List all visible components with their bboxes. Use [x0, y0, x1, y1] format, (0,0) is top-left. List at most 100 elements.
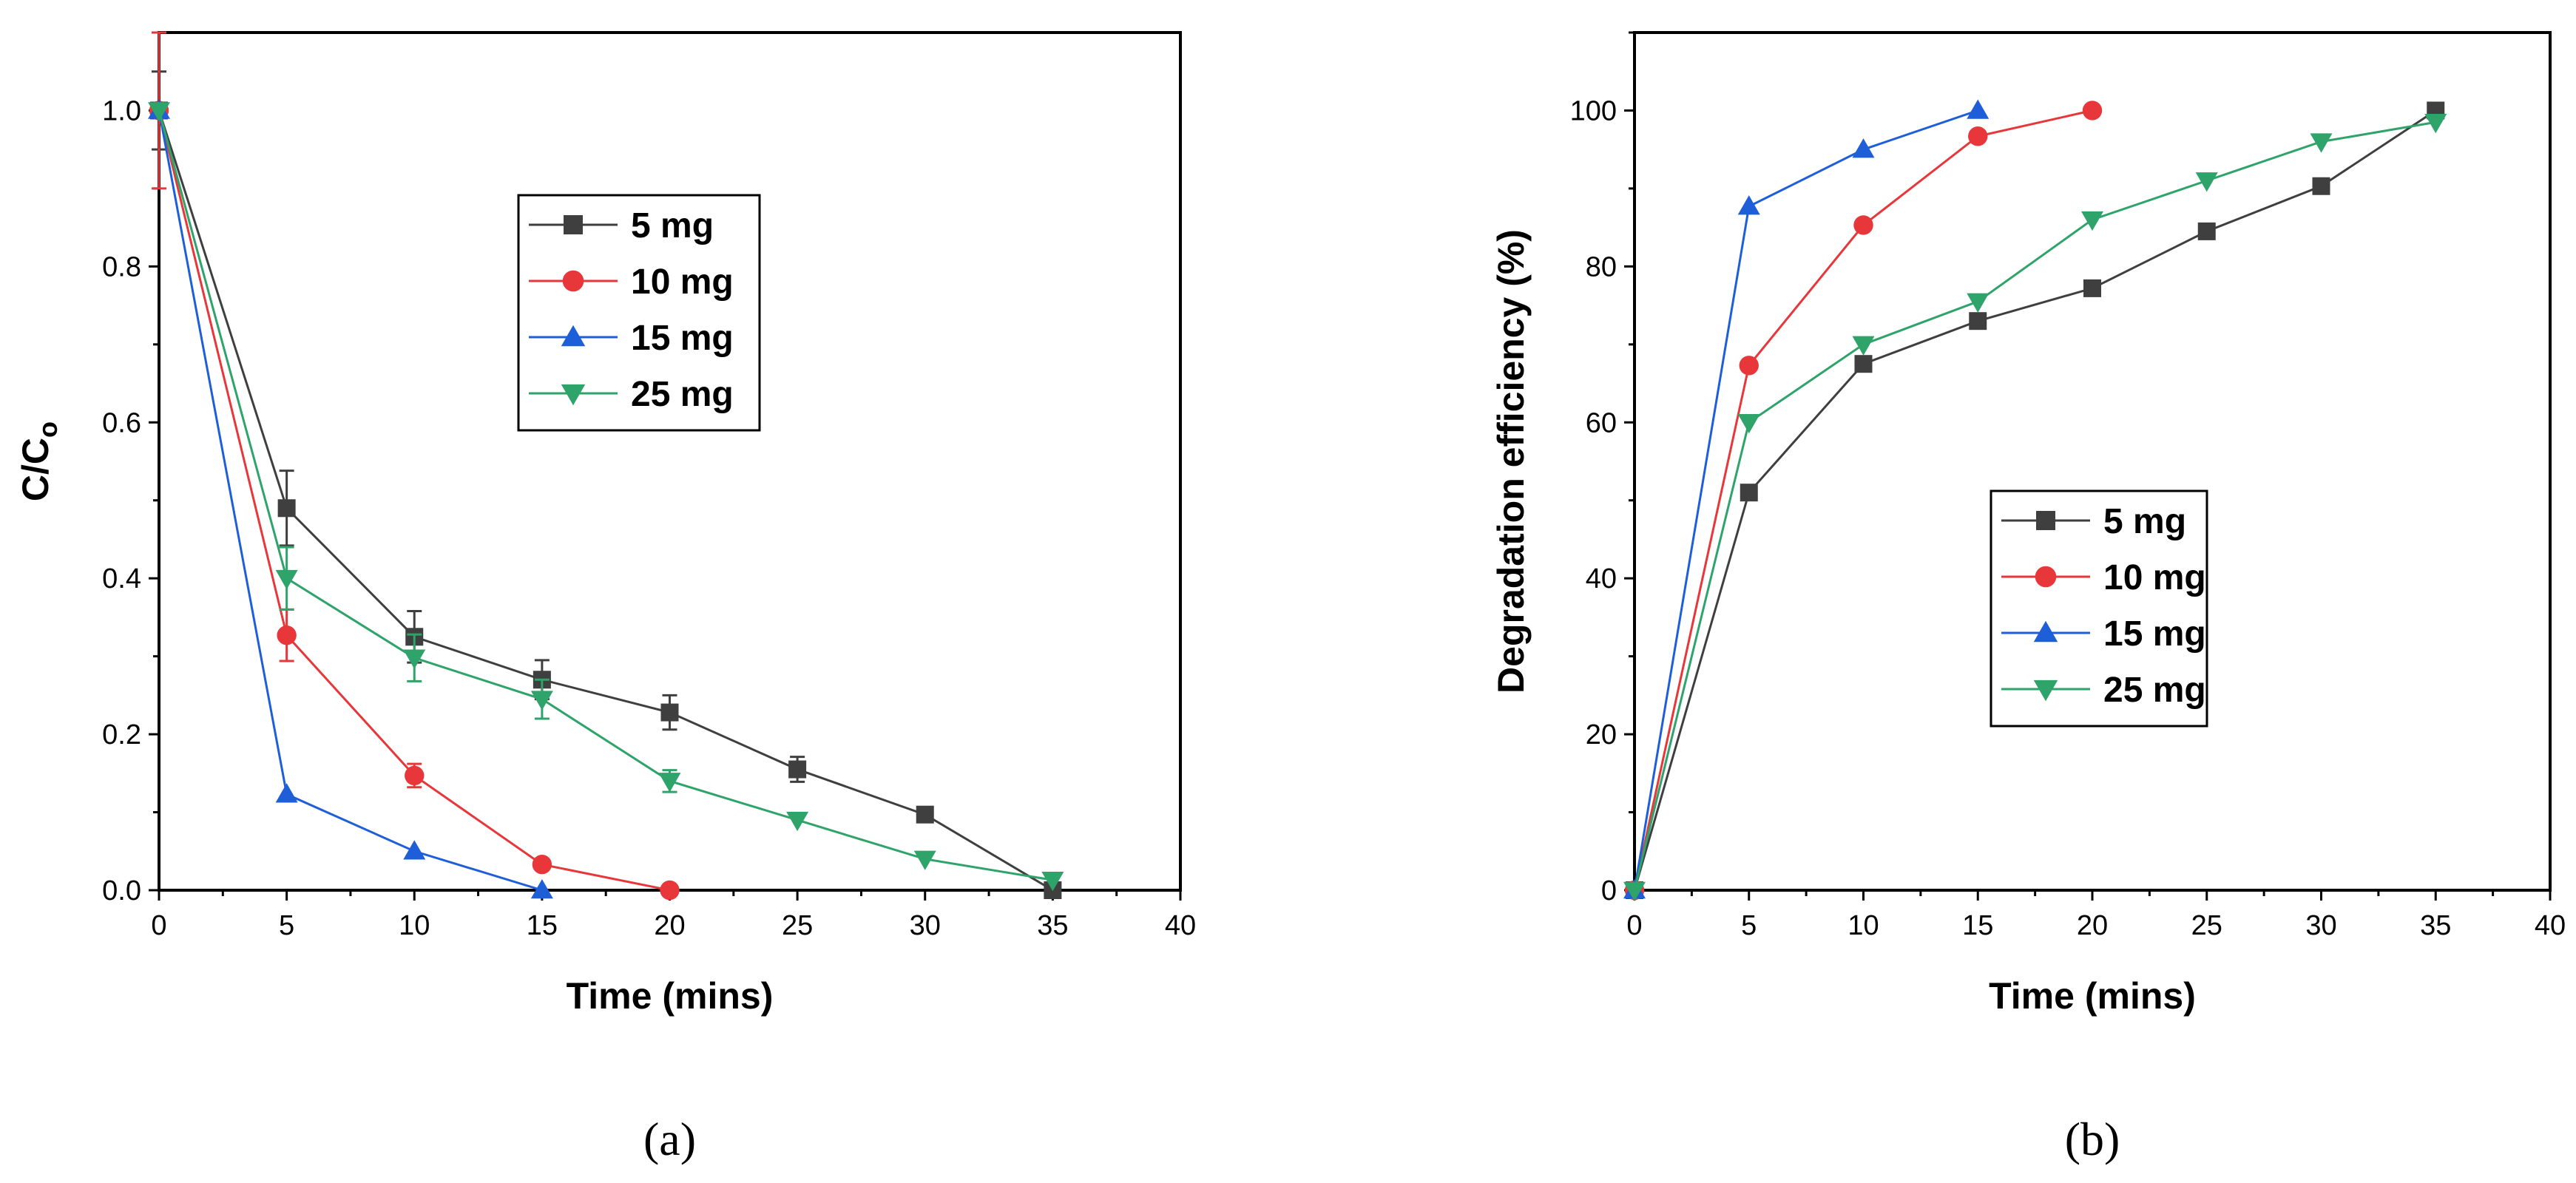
- panel-b-series-15-mg-line: [1633, 109, 1978, 891]
- panel-a-x-tick-label: 30: [910, 910, 941, 941]
- panel-b-series-5-mg-point: [1854, 355, 1873, 373]
- panel-b-x-tick-label: 5: [1741, 910, 1757, 941]
- panel-a-x-tick-label: 0: [151, 910, 166, 941]
- panel-b-y-axis-title-main: Degradation efficiency (%): [1490, 229, 1532, 694]
- panel-b-legend-item-25-mg: 25 mg: [2001, 671, 2206, 710]
- legend-marker: [561, 325, 586, 347]
- panel-b-line-chart: 0 5 10 15 20 25 30 35 40 0 20 40 60 80 100 Time (mins) D…: [1490, 31, 2566, 1165]
- panel-a-series-25-mg-point: [913, 850, 936, 870]
- panel-a-x-axis-title: Time (mins): [567, 975, 774, 1017]
- panel-a-x-tick-label: 25: [782, 910, 813, 941]
- panel-b-legend-item-5-mg: 5 mg: [2001, 502, 2186, 541]
- legend-marker: [562, 270, 584, 292]
- panel-a-y-axis-title-subscript: o: [33, 421, 63, 438]
- panel-b-x-tick-label: 40: [2535, 910, 2566, 941]
- legend-marker: [2033, 679, 2058, 702]
- panel-b-y-tick-label: 80: [1586, 251, 1617, 282]
- panel-b-series-25-mg-line: [1633, 121, 2436, 891]
- panel-b-series-15-mg-point: [1737, 195, 1760, 215]
- panel-a-series-5-mg-point: [916, 805, 934, 824]
- legend-label: 25 mg: [2103, 671, 2206, 710]
- panel-b-y-tick-label: 0: [1601, 875, 1617, 906]
- panel-a-y-tick-label: 1.0: [102, 95, 141, 126]
- legend-label: 5 mg: [631, 206, 714, 245]
- panel-a-x-tick-label: 35: [1037, 910, 1068, 941]
- panel-b-series-10-mg-point: [1968, 126, 1988, 146]
- panel-a-series-10-mg-point: [660, 880, 680, 901]
- panel-b-series-10-mg-point: [2082, 101, 2103, 121]
- panel-a-series-10-mg-point: [277, 625, 297, 645]
- panel-a-legend-item-15-mg: 15 mg: [529, 319, 734, 358]
- panel-a-legend-item-5-mg: 5 mg: [529, 206, 714, 245]
- panel-b-series-25-mg-point: [2424, 114, 2447, 134]
- panel-a-y-axis-title: C/Co: [15, 421, 63, 501]
- panel-b-legend: 5 mg 10 mg 15 mg 25 mg: [1990, 489, 2208, 728]
- legend-label: 10 mg: [2103, 558, 2206, 597]
- panel-a-series-25-mg-point: [530, 691, 553, 711]
- panel-a-y-tick-label: 0.2: [102, 719, 141, 750]
- panel-b-legend-item-15-mg: 15 mg: [2001, 614, 2206, 654]
- panel-a-series-5-mg-line: [158, 109, 1054, 892]
- panel-a-series-15-mg-point: [530, 879, 553, 899]
- panel-b-series-25-mg-point: [1852, 336, 1875, 356]
- panel-a-y-tick-label: 0.0: [102, 875, 141, 906]
- legend-label: 15 mg: [631, 319, 734, 358]
- panel-a-series-25-mg-point: [275, 569, 298, 590]
- panel-b-series-15-mg-point: [1852, 138, 1875, 158]
- panel-a-series-25-mg-point: [786, 811, 809, 832]
- panel-b-legend-item-10-mg: 10 mg: [2001, 558, 2206, 597]
- panel-b-y-axis-title: Degradation efficiency (%): [1490, 229, 1532, 694]
- panel-a-series-15-mg-point: [275, 783, 298, 803]
- panel-a-series-10-mg-point: [532, 855, 552, 875]
- panel-a-legend-item-10-mg: 10 mg: [529, 262, 734, 302]
- panel-a-line-chart: 0 5 10 15 20 25 30 35 40 0.0 0.2 0.4 0.6 0.8 1.0 Time (…: [15, 31, 1196, 1165]
- panel-b-x-tick-label: 35: [2420, 910, 2451, 941]
- panel-b-x-tick-label: 20: [2077, 910, 2108, 941]
- panel-b-series-25-mg-point: [2310, 133, 2333, 153]
- panel-b-y-tick-label: 100: [1570, 95, 1617, 126]
- legend-marker: [2036, 511, 2055, 530]
- panel-b-series-25-mg-point: [1967, 293, 1990, 313]
- panel-a-legend-box: [517, 194, 761, 432]
- panel-b-series-5-mg-point: [2312, 177, 2330, 195]
- legend-marker: [564, 215, 583, 234]
- panel-b-series-5-mg-point: [2083, 279, 2101, 297]
- legend-marker: [2033, 620, 2058, 643]
- panel-a-caption-label: (a): [643, 1113, 696, 1165]
- panel-a-y-tick-label: 0.4: [102, 563, 141, 594]
- panel-b-x-tick-label: 0: [1626, 910, 1642, 941]
- panel-b-series-15-mg-point: [1967, 99, 1990, 119]
- panel-b-series-5-mg-point: [1740, 484, 1758, 502]
- panel-b-caption-label: (b): [2065, 1113, 2120, 1165]
- panel-a-series-25-mg-line: [158, 110, 1053, 881]
- legend-marker: [561, 384, 586, 406]
- panel-a-x-tick-label: 5: [279, 910, 294, 941]
- panel-b-series-5-mg-point: [2197, 222, 2216, 240]
- panel-b-series-10-mg-point: [1853, 215, 1873, 235]
- panel-a-y-axis-title-main: C/C: [15, 438, 56, 501]
- panel-b-x-tick-label: 25: [2191, 910, 2222, 941]
- panel-a-series-25-mg: [148, 102, 1064, 892]
- panel-b-series-25-mg-point: [1737, 414, 1760, 434]
- panel-b-x-tick-label: 15: [1962, 910, 1993, 941]
- panel-b-x-axis-title: Time (mins): [1989, 975, 2196, 1017]
- panel-a-series-15-mg-point: [403, 840, 426, 860]
- panel-a-series-25-mg-point: [658, 773, 681, 793]
- panel-a-legend-item-25-mg: 25 mg: [529, 375, 734, 414]
- panel-b-y-tick-label: 60: [1586, 407, 1617, 438]
- panel-a-x-tick-label: 40: [1165, 910, 1196, 941]
- panel-a-y-tick-label: 0.6: [102, 407, 141, 438]
- panel-a-series-25-mg-point: [1041, 872, 1064, 892]
- panel-a-series-25-mg-point: [148, 102, 170, 122]
- legend-label: 10 mg: [631, 262, 734, 302]
- panel-b-x-tick-label: 10: [1848, 910, 1879, 941]
- panel-b-series-25-mg-point: [1623, 881, 1646, 901]
- legend-label: 15 mg: [2103, 614, 2206, 654]
- legend-label: 25 mg: [631, 375, 734, 414]
- panel-b-series-25-mg-point: [2081, 211, 2103, 231]
- panel-b-series-5-mg-line: [1633, 109, 2437, 891]
- panel-b-series-25-mg-point: [2195, 172, 2218, 192]
- panel-a-series-10-mg-point: [405, 765, 425, 786]
- panel-a-x-tick-label: 20: [654, 910, 685, 941]
